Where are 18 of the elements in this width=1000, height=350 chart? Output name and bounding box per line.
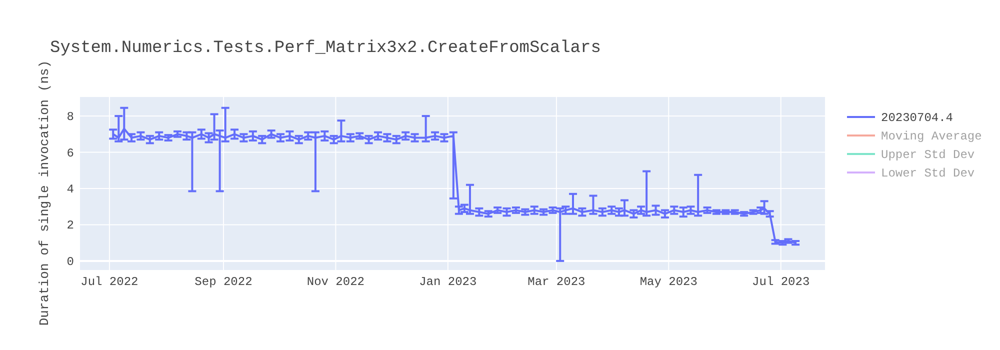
legend-label: Lower Std Dev bbox=[881, 166, 975, 180]
y-axis-title: Duration of single invocation (ns) bbox=[37, 60, 52, 326]
x-tick-label: Jul 2023 bbox=[752, 275, 810, 289]
y-tick-label: 4 bbox=[66, 182, 74, 196]
x-tick-label: May 2023 bbox=[640, 275, 698, 289]
y-tick-label: 6 bbox=[66, 146, 74, 160]
legend-label: Moving Average bbox=[881, 130, 982, 144]
chart-title: System.Numerics.Tests.Perf_Matrix3x2.CreateFromScalars bbox=[50, 39, 601, 58]
x-tick-label: Sep 2022 bbox=[194, 275, 252, 289]
legend-label: 20230704.4 bbox=[881, 111, 954, 125]
y-tick-label: 8 bbox=[66, 110, 74, 124]
y-tick-label: 2 bbox=[66, 218, 74, 233]
x-tick-label: Nov 2022 bbox=[306, 275, 364, 289]
x-tick-label: Jul 2022 bbox=[80, 275, 138, 289]
x-tick-label: Mar 2023 bbox=[528, 275, 586, 289]
y-tick-label: 0 bbox=[66, 254, 74, 269]
x-tick-label: Jan 2023 bbox=[419, 275, 477, 289]
legend-label: Upper Std Dev bbox=[881, 148, 975, 162]
